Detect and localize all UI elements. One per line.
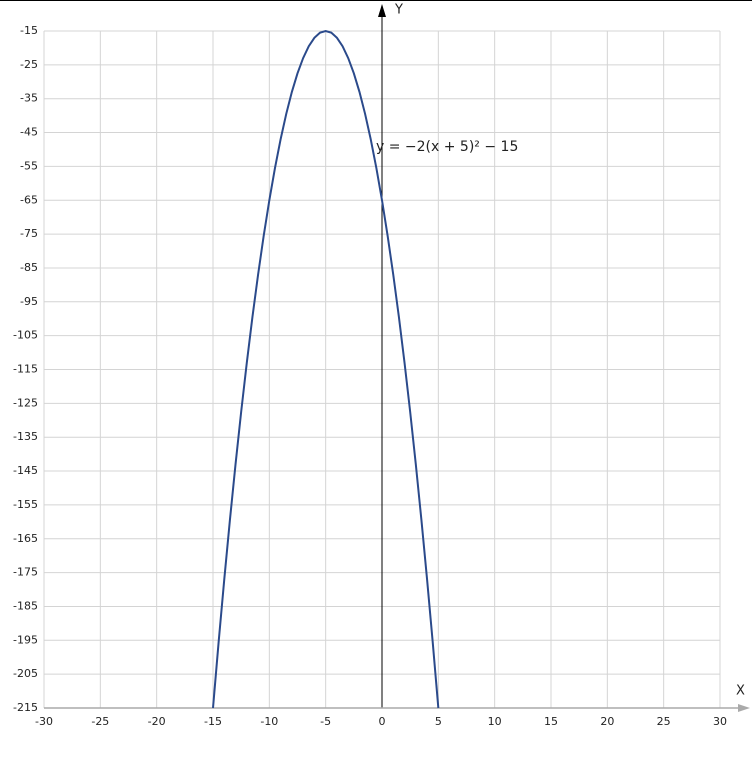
y-tick-label: -105 (13, 329, 38, 342)
x-tick-label: -20 (148, 715, 166, 728)
y-tick-label: -195 (13, 633, 38, 646)
y-tick-label: -205 (13, 667, 38, 680)
y-tick-label: -125 (13, 396, 38, 409)
y-axis-label: Y (394, 3, 403, 18)
x-tick-label: 20 (600, 715, 614, 728)
y-tick-label: -65 (20, 193, 38, 206)
x-tick-label: 5 (435, 715, 442, 728)
y-tick-label: -95 (20, 295, 38, 308)
y-tick-label: -55 (20, 159, 38, 172)
y-tick-label: -15 (20, 24, 38, 37)
x-tick-label: -15 (204, 715, 222, 728)
x-tick-label: -25 (91, 715, 109, 728)
x-tick-label: 10 (488, 715, 502, 728)
x-tick-label: -30 (35, 715, 53, 728)
y-tick-label: -215 (13, 701, 38, 714)
x-tick-label: -5 (320, 715, 331, 728)
x-tick-label: 0 (379, 715, 386, 728)
y-tick-label: -135 (13, 430, 38, 443)
y-tick-label: -155 (13, 498, 38, 511)
y-tick-label: -145 (13, 464, 38, 477)
y-tick-label: -185 (13, 599, 38, 612)
x-axis-arrow (738, 704, 750, 712)
x-tick-label: -10 (260, 715, 278, 728)
y-tick-label: -25 (20, 58, 38, 71)
x-axis-label: X (736, 684, 745, 699)
x-tick-label: 15 (544, 715, 558, 728)
x-tick-label: 25 (657, 715, 671, 728)
y-axis-arrow (378, 4, 386, 17)
axes (44, 4, 750, 712)
y-tick-label: -45 (20, 126, 38, 139)
y-tick-label: -75 (20, 227, 38, 240)
y-tick-label: -35 (20, 92, 38, 105)
y-tick-label: -85 (20, 261, 38, 274)
curve (212, 29, 440, 709)
y-tick-label: -165 (13, 532, 38, 545)
x-tick-label: 30 (713, 715, 727, 728)
y-tick-label: -175 (13, 566, 38, 579)
annotation: y = −2(x + 5)² − 15 (376, 139, 518, 155)
y-tick-label: -115 (13, 363, 38, 376)
